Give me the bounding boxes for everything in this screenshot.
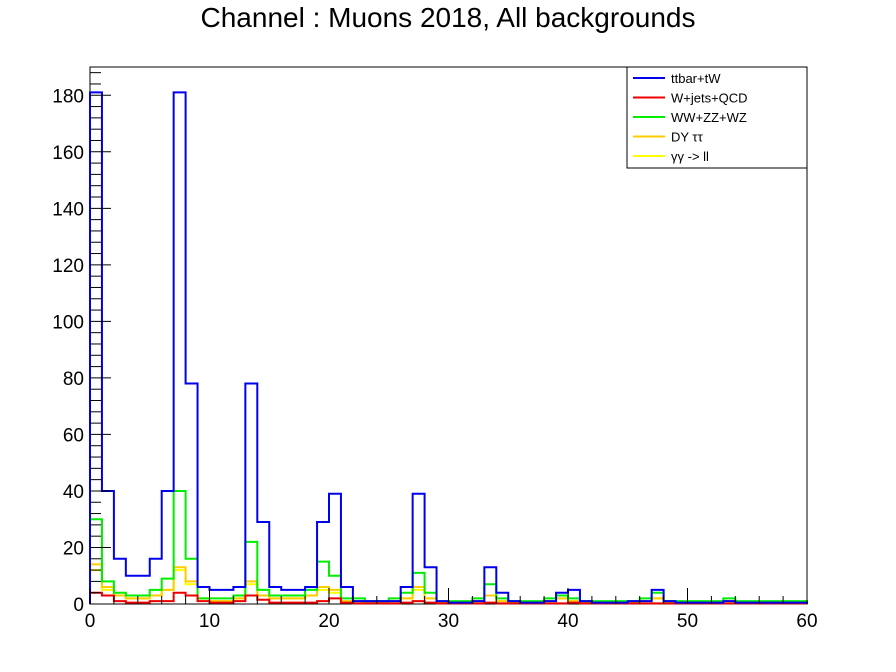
x-tick-label: 20 (318, 611, 339, 632)
x-tick-label: 40 (557, 611, 578, 632)
x-tick-label: 60 (796, 611, 817, 632)
legend-label: γγ -> ll (671, 149, 709, 164)
legend-label: DY ττ (671, 130, 704, 145)
x-tick-label: 30 (438, 611, 459, 632)
y-tick-label: 100 (52, 312, 84, 333)
y-tick-label: 20 (63, 538, 84, 559)
y-tick-label: 0 (73, 595, 84, 616)
histogram-series-2 (89, 489, 808, 604)
y-tick-label: 140 (52, 199, 84, 220)
legend-label: ttbar+tW (671, 71, 721, 86)
histogram-series-0 (89, 91, 808, 604)
chart-title: Channel : Muons 2018, All backgrounds (200, 2, 696, 33)
axes-group: 0 10 20 30 40 50 60 0 20 40 60 80 100 120 140 160 180 (52, 72, 818, 632)
histogram-series-group (89, 91, 808, 605)
legend-label: WW+ZZ+WZ (671, 110, 747, 125)
x-tick-label: 0 (85, 611, 96, 632)
x-tick-label: 10 (199, 611, 220, 632)
legend: ttbar+tW W+jets+QCD WW+ZZ+WZ DY ττ γγ -> ll (626, 66, 808, 169)
y-tick-label: 120 (52, 256, 84, 277)
x-tick-label: 50 (677, 611, 698, 632)
y-tick-label: 60 (63, 425, 84, 446)
y-tick-label: 40 (63, 482, 84, 503)
legend-label: W+jets+QCD (671, 91, 748, 106)
y-tick-label: 180 (52, 86, 84, 107)
y-tick-label: 160 (52, 143, 84, 164)
y-tick-label: 80 (63, 369, 84, 390)
